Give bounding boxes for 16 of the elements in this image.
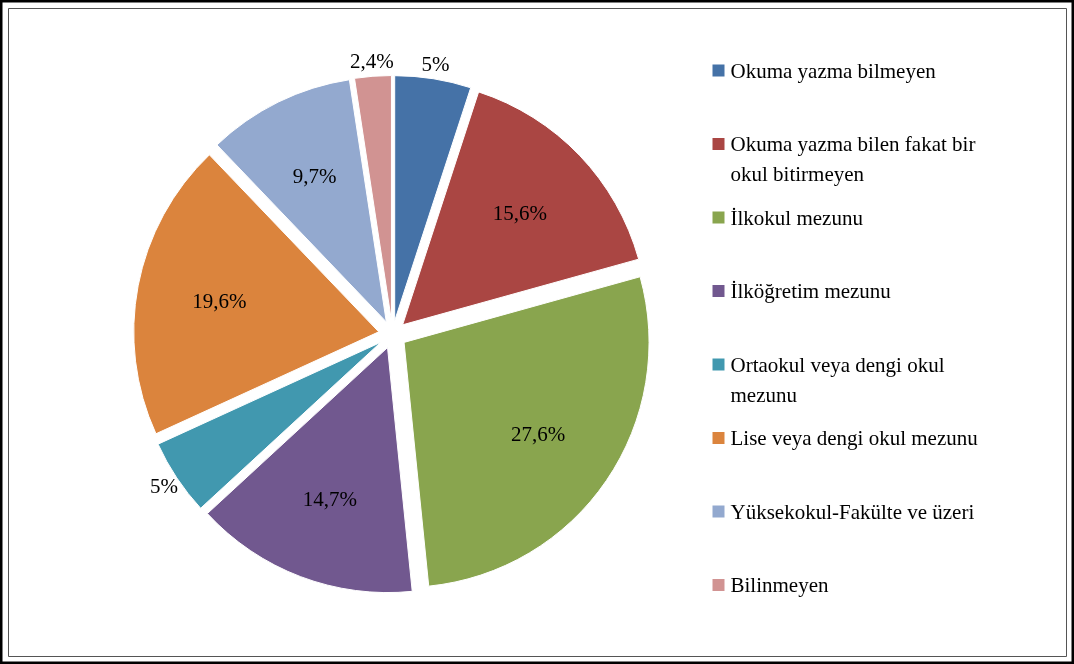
data-label: 27,6% (511, 422, 566, 446)
data-label: 9,7% (292, 164, 337, 189)
data-label: 15,6% (492, 200, 548, 225)
legend-label: Okuma yazma bilen fakat bir okul bitirmeyen (730, 132, 976, 186)
legend-label: Okuma yazma bilmeyen (730, 58, 937, 83)
legend-label: Bilinmeyen (730, 573, 829, 597)
data-label: 2,4% (349, 48, 394, 73)
data-label: 5% (421, 51, 450, 76)
legend-label: Yüksekokul-Fakülte ve üzeri (730, 499, 975, 524)
data-label: 14,7% (302, 487, 358, 512)
legend-label: Lise veya dengi okul mezunu (730, 426, 979, 450)
legend-label: İlköğretim mezunu (730, 279, 892, 303)
data-label: 19,6% (192, 289, 247, 314)
legend-label: İlkokul mezunu (730, 205, 864, 230)
legend-label: Ortaokul veya dengi okul mezunu (730, 352, 945, 407)
data-label: 5% (149, 474, 178, 499)
